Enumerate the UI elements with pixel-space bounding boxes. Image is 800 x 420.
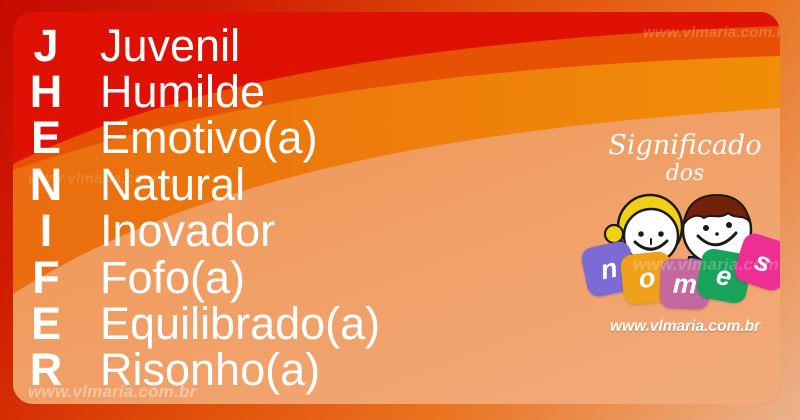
boy-eye-left: [703, 225, 709, 231]
acronym-word: Natural: [100, 158, 246, 210]
acronym-word: Emotivo(a): [100, 112, 318, 164]
acronym-letter: F: [32, 251, 60, 303]
watermark-middle-left: www.vlmaria.com.br: [28, 170, 177, 187]
boy-hair: [683, 193, 751, 225]
watermark-top-right: www.vlmaria.com.br: [643, 24, 780, 41]
acronym-letter: E: [30, 112, 61, 164]
acronym-letter: H: [29, 66, 63, 118]
acronym-word: Fofo(a): [100, 251, 246, 303]
girl-eye-right: [658, 231, 664, 237]
girl-pigtail: [603, 223, 625, 245]
acronym-word: Equilibrado(a): [100, 298, 381, 350]
logo-tagline-line2: dos: [665, 161, 705, 186]
website-url: www.vlmaria.com.br: [609, 318, 761, 335]
boy-eye-right: [726, 222, 732, 228]
background-waves: [13, 12, 780, 404]
boy-smile: [696, 231, 738, 247]
girl-smile: [633, 239, 669, 251]
acronym-letter: N: [29, 158, 63, 210]
main-card: J Juvenil H Humilde E Emotivo(a) N Natur…: [13, 12, 780, 404]
acronym-word: Humilde: [100, 66, 266, 118]
watermark-over-logo: www.vlmaria.com.br: [633, 255, 780, 274]
acronym-letter: R: [29, 344, 63, 396]
watermark-bottom-left: www.vlmaria.com.br: [28, 382, 197, 401]
acronym-list: J Juvenil H Humilde E Emotivo(a) N Natur…: [26, 22, 380, 393]
brand-logo: Significado dos: [570, 130, 780, 352]
acronym-letter: J: [33, 19, 59, 71]
acronym-word: Juvenil: [100, 19, 241, 71]
tile-letter: n: [597, 252, 621, 285]
logo-tagline-line1: Significado: [608, 130, 762, 161]
girl-eye-left: [638, 231, 644, 237]
acronym-word: Risonho(a): [100, 344, 321, 396]
acronym-letter: I: [39, 205, 53, 257]
acronym-letter: E: [30, 298, 61, 350]
acronym-word: Inovador: [100, 205, 276, 257]
wave-light-orange: [13, 108, 780, 404]
boy-nose: [715, 232, 719, 236]
